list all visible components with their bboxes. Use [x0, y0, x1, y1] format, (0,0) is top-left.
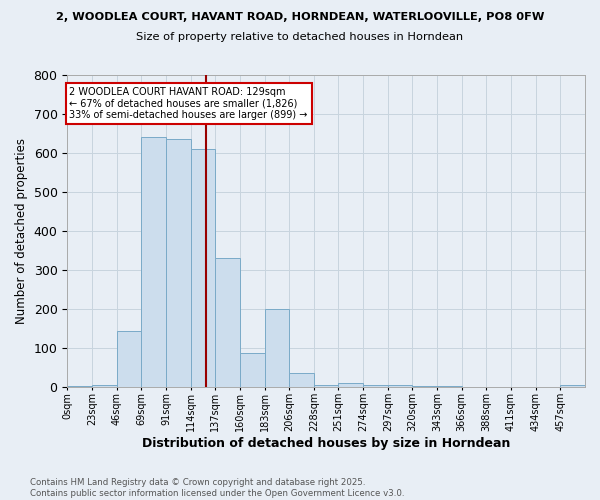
Bar — [314, 384, 338, 386]
Bar — [215, 258, 240, 386]
Text: 2 WOODLEA COURT HAVANT ROAD: 129sqm
← 67% of detached houses are smaller (1,826): 2 WOODLEA COURT HAVANT ROAD: 129sqm ← 67… — [70, 86, 308, 120]
X-axis label: Distribution of detached houses by size in Horndean: Distribution of detached houses by size … — [142, 437, 511, 450]
Bar — [116, 331, 141, 386]
Bar — [92, 385, 116, 386]
Text: 2, WOODLEA COURT, HAVANT ROAD, HORNDEAN, WATERLOOVILLE, PO8 0FW: 2, WOODLEA COURT, HAVANT ROAD, HORNDEAN,… — [56, 12, 544, 22]
Text: Contains HM Land Registry data © Crown copyright and database right 2025.
Contai: Contains HM Land Registry data © Crown c… — [30, 478, 404, 498]
Text: Size of property relative to detached houses in Horndean: Size of property relative to detached ho… — [136, 32, 464, 42]
Bar — [289, 373, 314, 386]
Bar — [141, 137, 166, 386]
Bar — [240, 354, 265, 386]
Bar — [338, 382, 363, 386]
Bar — [191, 149, 215, 386]
Bar — [166, 139, 191, 386]
Y-axis label: Number of detached properties: Number of detached properties — [15, 138, 28, 324]
Bar — [265, 310, 289, 386]
